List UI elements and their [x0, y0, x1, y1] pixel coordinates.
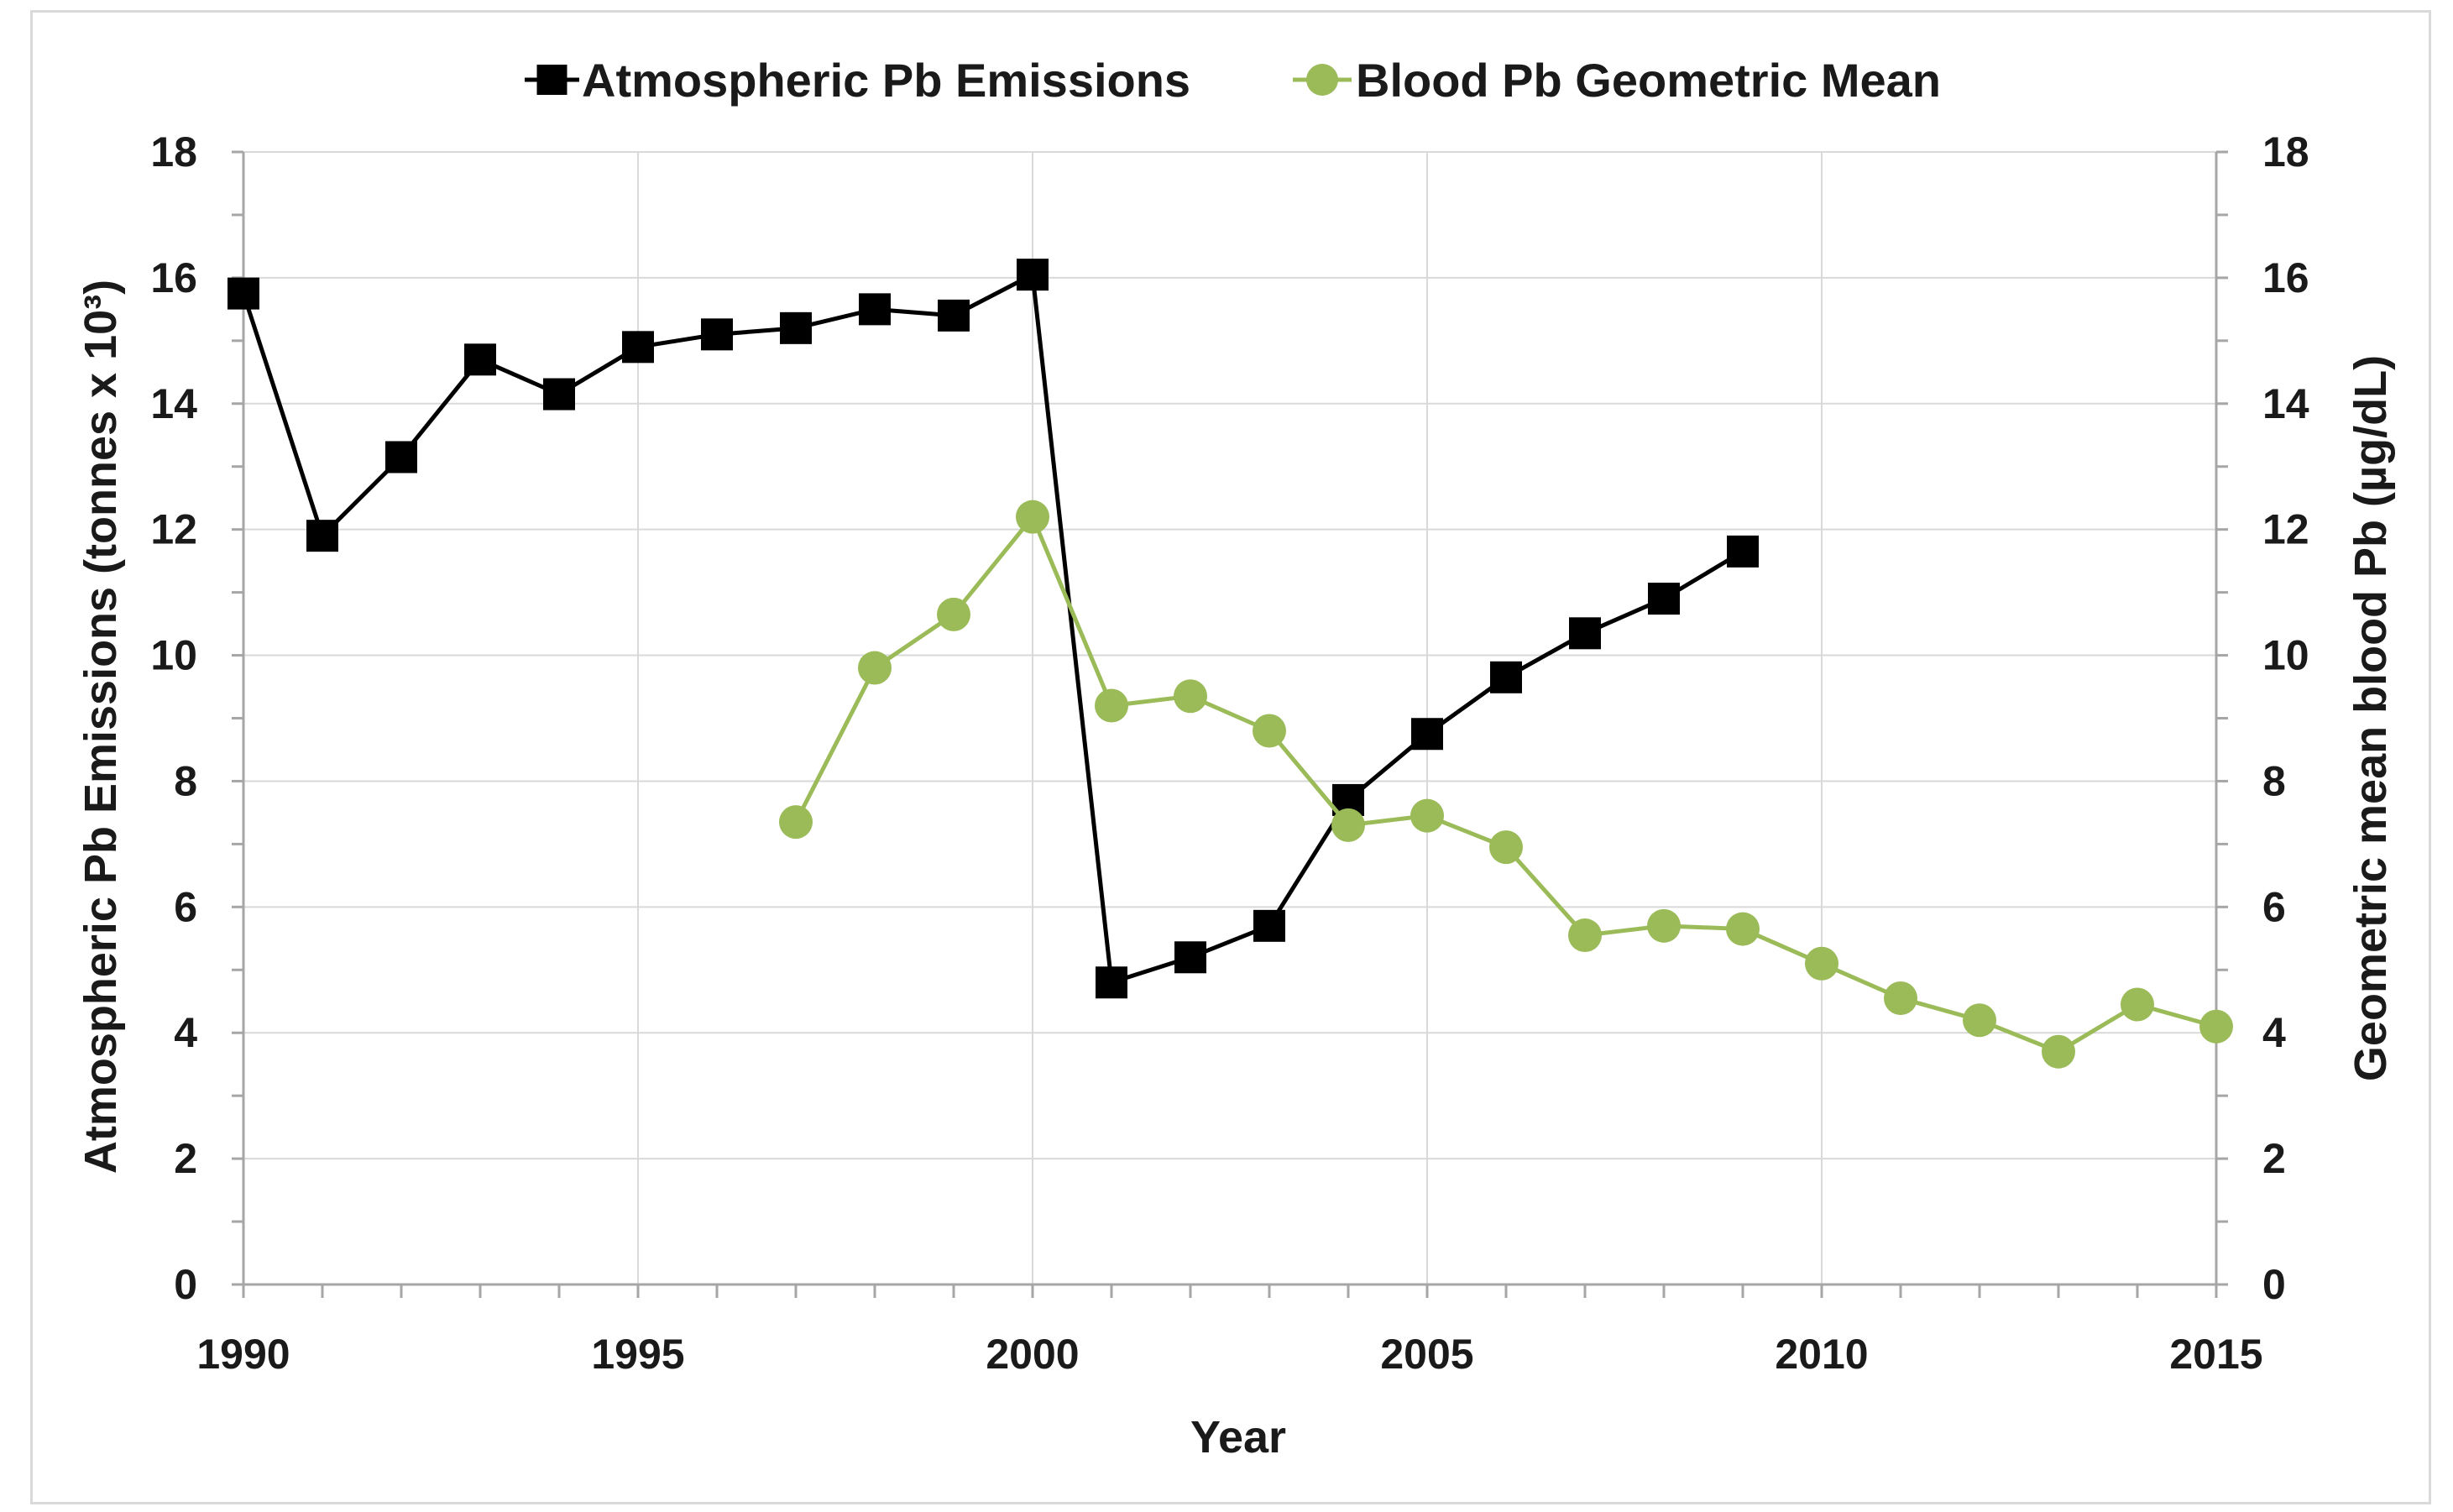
axis-titles: Year Atmospheric Pb Emissions (tonnes x 1…: [76, 280, 2396, 1462]
y-right-tick-label: 4: [2262, 1009, 2286, 1056]
data-point: [1805, 946, 1838, 981]
data-point: [1095, 688, 1128, 723]
legend-marker: [536, 65, 567, 95]
data-point: [1331, 808, 1365, 842]
data-point: [1569, 617, 1601, 650]
data-point: [1096, 966, 1127, 999]
x-tick-label: 1990: [196, 1331, 290, 1378]
data-point: [1489, 830, 1523, 865]
series-layer: [228, 259, 2233, 1069]
y-right-tick-label: 18: [2262, 128, 2309, 175]
data-point: [2199, 1009, 2233, 1044]
y-right-tick-label: 16: [2262, 254, 2309, 301]
data-point: [779, 805, 813, 840]
y-right-axis-title: Geometric mean blood Pb (µg/dL): [2346, 355, 2396, 1081]
x-tick-label: 1995: [591, 1331, 684, 1378]
data-point: [1174, 679, 1207, 714]
data-point: [1016, 500, 1049, 534]
data-point: [1411, 718, 1443, 751]
y-left-tick-label: 14: [150, 380, 197, 427]
x-tick-label: 2010: [1775, 1331, 1868, 1378]
legend-label: Atmospheric Pb Emissions: [582, 54, 1190, 107]
axes: 0 2 4 6 8 10 12 14 16 18 0 2 4 6 8 10 12 14 16 18 1990 1995 20…: [150, 128, 2309, 1378]
x-axis-title: Year: [1190, 1412, 1286, 1462]
data-point: [1017, 259, 1049, 291]
data-point: [1647, 908, 1681, 943]
data-point: [2121, 987, 2154, 1022]
chart-frame: [30, 10, 2431, 1504]
y-right-tick-label: 14: [2262, 380, 2309, 427]
data-point: [1253, 714, 1286, 748]
data-point: [622, 331, 654, 364]
legend-item-2: Blood Pb Geometric Mean: [1293, 54, 1941, 107]
data-point: [1648, 583, 1680, 615]
y-left-tick-label: 8: [174, 757, 197, 804]
data-point: [859, 293, 891, 326]
y-right-tick-label: 10: [2262, 632, 2309, 679]
data-point: [1884, 981, 1917, 1016]
data-point: [464, 343, 496, 376]
data-point: [858, 651, 892, 685]
y-right-tick-label: 0: [2262, 1261, 2286, 1308]
legend-label: Blood Pb Geometric Mean: [1356, 54, 1941, 107]
data-point: [1174, 941, 1206, 974]
data-point: [1410, 798, 1444, 833]
y-right-tick-label: 6: [2262, 883, 2286, 930]
legend-item-1: Atmospheric Pb Emissions: [525, 54, 1190, 107]
x-tick-label: 2005: [1380, 1331, 1473, 1378]
y-right-tick-label: 2: [2262, 1135, 2286, 1182]
series-1: [228, 259, 1759, 999]
data-point: [1963, 1003, 1996, 1038]
y-right-tick-label: 12: [2262, 506, 2309, 553]
data-point: [938, 299, 970, 332]
y-left-tick-label: 16: [150, 254, 197, 301]
data-point: [1727, 535, 1759, 568]
data-point: [1253, 909, 1285, 942]
series-line: [241, 272, 1744, 985]
y-right-tick-label: 8: [2262, 757, 2286, 804]
y-left-tick-label: 6: [174, 883, 197, 930]
gridlines: [243, 151, 2217, 1285]
data-point: [543, 378, 575, 411]
series-line: [793, 515, 2217, 1054]
data-point: [1726, 912, 1760, 946]
y-left-tick-label: 18: [150, 128, 197, 175]
data-point: [306, 520, 338, 552]
data-point: [2042, 1034, 2075, 1069]
y-left-axis-title: Atmospheric Pb Emissions (tonnes x 10³): [76, 280, 126, 1174]
y-left-tick-label: 2: [174, 1135, 197, 1182]
data-point: [1568, 918, 1602, 953]
data-point: [1490, 661, 1522, 693]
data-point: [228, 277, 259, 310]
data-point: [385, 441, 417, 473]
y-left-tick-label: 4: [174, 1009, 197, 1056]
data-point: [780, 311, 812, 344]
x-tick-label: 2000: [986, 1331, 1079, 1378]
data-point: [937, 597, 970, 631]
y-left-tick-label: 0: [174, 1261, 197, 1308]
legend: Atmospheric Pb Emissions Blood Pb Geometr…: [525, 54, 1941, 107]
data-point: [701, 318, 733, 351]
y-left-tick-label: 10: [150, 632, 197, 679]
x-tick-label: 2015: [2169, 1331, 2262, 1378]
series-2: [779, 500, 2233, 1069]
legend-marker: [1306, 64, 1338, 96]
y-left-tick-label: 12: [150, 506, 197, 553]
